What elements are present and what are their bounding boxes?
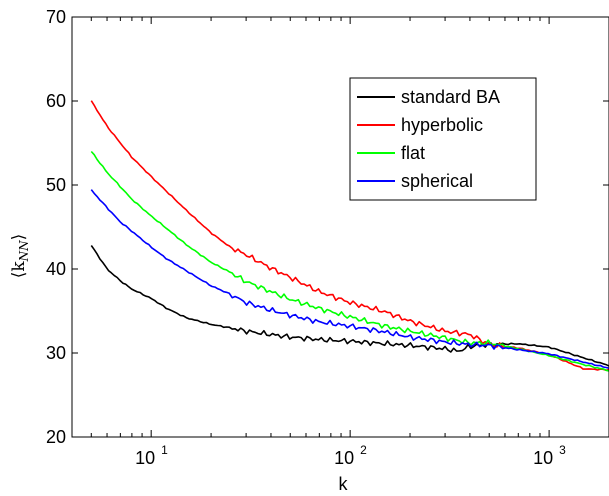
y-axis-label-main: ⟨k <box>9 261 29 279</box>
series-line-flat <box>90 150 609 372</box>
y-tick-label: 60 <box>46 91 66 111</box>
legend: standard BA hyperbolic flat spherical <box>349 77 537 201</box>
plot-frame <box>71 16 609 438</box>
legend-label-spherical: spherical <box>401 171 473 191</box>
series-line-hyperbolic <box>90 100 609 372</box>
legend-box <box>349 77 537 201</box>
x-tick-exponent: 3 <box>559 443 566 457</box>
legend-label-standard-ba: standard BA <box>401 87 500 107</box>
series-line-spherical <box>90 189 609 369</box>
x-tick-label: 10 <box>334 448 354 468</box>
series-layer <box>90 100 609 372</box>
y-axis-label-sub: NN <box>17 240 31 263</box>
legend-label-flat: flat <box>401 143 425 163</box>
y-tick-label: 40 <box>46 259 66 279</box>
y-tick-label: 20 <box>46 427 66 447</box>
x-axis-label: k <box>339 474 349 494</box>
series-line-standard-ba <box>90 245 609 367</box>
y-tick-label: 50 <box>46 175 66 195</box>
x-tick-exponent: 1 <box>161 443 168 457</box>
y-axis-label: ⟨kNN⟩ <box>9 234 31 279</box>
x-tick-label: 10 <box>135 448 155 468</box>
ticks-layer: 20 30 40 50 60 70 10 1 10 2 10 3 <box>46 7 609 468</box>
legend-label-hyperbolic: hyperbolic <box>401 115 483 135</box>
legend-items: standard BA hyperbolic flat spherical <box>357 87 500 191</box>
y-axis-label-close: ⟩ <box>9 234 29 241</box>
y-tick-label: 70 <box>46 7 66 27</box>
x-tick-label: 10 <box>533 448 553 468</box>
x-tick-exponent: 2 <box>360 443 367 457</box>
y-tick-label: 30 <box>46 343 66 363</box>
